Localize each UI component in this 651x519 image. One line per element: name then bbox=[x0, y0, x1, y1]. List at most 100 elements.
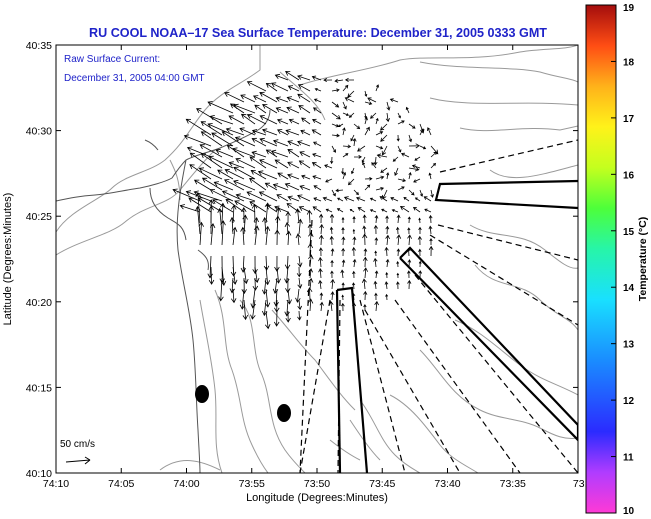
current-vector bbox=[265, 82, 278, 92]
current-vector bbox=[375, 84, 380, 92]
current-vector bbox=[331, 88, 340, 93]
current-vector bbox=[307, 223, 313, 234]
current-vector bbox=[284, 255, 291, 270]
current-vector bbox=[375, 117, 379, 125]
current-vector bbox=[364, 126, 370, 136]
current-vector bbox=[263, 255, 270, 271]
current-vector bbox=[285, 129, 300, 136]
current-vector bbox=[352, 236, 357, 246]
current-vector bbox=[314, 88, 322, 92]
current-vector bbox=[217, 207, 223, 235]
current-vector bbox=[189, 164, 212, 180]
current-vector bbox=[351, 292, 356, 301]
current-vector bbox=[246, 191, 267, 202]
current-vector bbox=[221, 190, 245, 202]
current-vector bbox=[241, 207, 247, 224]
current-vector bbox=[349, 208, 355, 213]
current-vector bbox=[232, 147, 256, 158]
colorbar-tick-label: 12 bbox=[623, 396, 635, 407]
y-axis: 40:10 40:15 40:20 40:25 40:30 40:35 bbox=[26, 40, 578, 480]
current-vector bbox=[233, 166, 256, 180]
current-vector bbox=[250, 170, 267, 180]
buoy-marker-2 bbox=[277, 404, 291, 422]
current-vector bbox=[196, 108, 223, 125]
current-vector bbox=[403, 196, 410, 202]
current-vector bbox=[273, 310, 280, 327]
current-vector bbox=[219, 202, 226, 224]
current-vector bbox=[287, 195, 300, 202]
current-vector bbox=[428, 225, 433, 235]
current-vector bbox=[240, 226, 246, 246]
current-vector bbox=[330, 248, 335, 257]
current-vector bbox=[265, 149, 278, 158]
current-vector bbox=[384, 281, 389, 290]
current-vector bbox=[373, 156, 378, 166]
current-vector bbox=[312, 118, 322, 125]
current-vector bbox=[319, 292, 324, 301]
current-vector bbox=[301, 174, 311, 180]
current-vector bbox=[207, 101, 234, 114]
current-vector bbox=[414, 197, 421, 202]
current-vector bbox=[272, 139, 289, 147]
current-vector bbox=[298, 206, 311, 213]
current-vector bbox=[423, 196, 432, 202]
current-vector bbox=[414, 156, 421, 161]
current-vector bbox=[362, 225, 367, 235]
current-vector bbox=[329, 213, 335, 223]
current-vector bbox=[428, 172, 432, 180]
current-vector bbox=[277, 129, 289, 136]
current-vector bbox=[355, 196, 366, 202]
current-vector bbox=[391, 209, 399, 213]
current-vector bbox=[407, 227, 411, 235]
colorbar-tick-label: 10 bbox=[623, 506, 635, 517]
current-vector bbox=[272, 183, 289, 191]
current-vector bbox=[250, 288, 256, 309]
current-vector bbox=[373, 280, 378, 290]
current-vector bbox=[250, 299, 256, 320]
colorbar-tick-label: 11 bbox=[623, 453, 634, 464]
current-vector bbox=[350, 134, 355, 142]
current-vector bbox=[275, 206, 281, 224]
current-vector bbox=[312, 206, 322, 213]
current-vector bbox=[259, 137, 278, 147]
current-vector bbox=[209, 115, 234, 125]
current-vector bbox=[396, 134, 400, 142]
annotation-line-1: Raw Surface Current: bbox=[64, 54, 160, 65]
current-vector bbox=[374, 214, 379, 224]
x-tick-label: 73:45 bbox=[369, 478, 395, 490]
current-vector bbox=[337, 123, 344, 127]
current-vector bbox=[430, 189, 434, 198]
current-vector bbox=[424, 208, 432, 213]
current-vector bbox=[257, 170, 278, 180]
current-vector bbox=[374, 250, 378, 257]
current-vector bbox=[297, 140, 311, 147]
current-vector bbox=[324, 164, 333, 169]
current-vector bbox=[230, 288, 237, 304]
colorbar-tick-label: 17 bbox=[623, 114, 635, 125]
current-vector bbox=[394, 167, 399, 177]
current-vector bbox=[385, 215, 389, 224]
current-vector bbox=[259, 159, 278, 169]
current-vector bbox=[330, 156, 334, 165]
current-vector bbox=[318, 268, 323, 279]
current-vector bbox=[251, 137, 267, 147]
current-vector bbox=[208, 205, 214, 235]
current-vector bbox=[223, 91, 245, 103]
colorbar-tick-label: 18 bbox=[623, 57, 635, 68]
current-vector bbox=[285, 230, 292, 246]
current-vector bbox=[341, 282, 345, 290]
current-vector bbox=[343, 196, 355, 202]
current-vector bbox=[262, 104, 278, 114]
bathymetry-contours bbox=[56, 45, 578, 473]
current-vector bbox=[241, 277, 247, 295]
current-vector bbox=[342, 171, 347, 180]
current-vector bbox=[408, 123, 416, 129]
current-vector bbox=[418, 260, 422, 268]
current-vector bbox=[357, 207, 366, 213]
current-vector bbox=[318, 234, 324, 246]
current-vector bbox=[397, 178, 407, 183]
current-vector bbox=[351, 167, 355, 175]
colorbar-label: Temperature (°C) bbox=[637, 217, 649, 302]
x-tick-label: 73:40 bbox=[434, 478, 460, 490]
